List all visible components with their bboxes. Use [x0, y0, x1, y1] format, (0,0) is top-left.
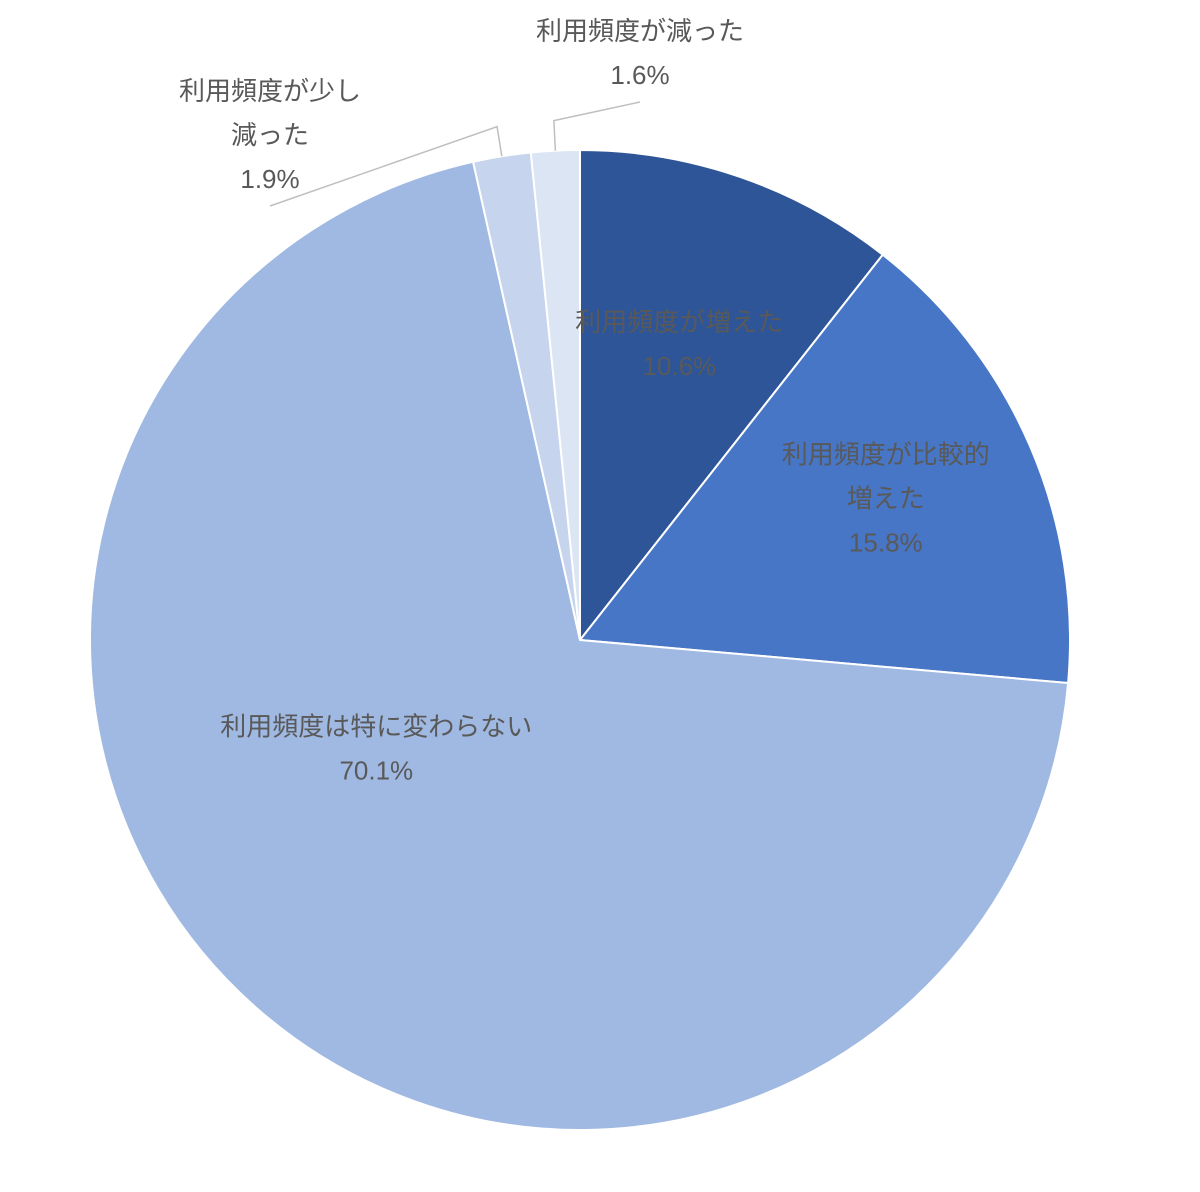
- pie-chart: 利用頻度が増えた10.6%利用頻度が比較的増えた15.8%利用頻度は特に変わらな…: [0, 0, 1200, 1192]
- callout-label-somewhat-decreased: 利用頻度が少し減った1.9%: [179, 76, 361, 194]
- pie-chart-svg: 利用頻度が増えた10.6%利用頻度が比較的増えた15.8%利用頻度は特に変わらな…: [0, 0, 1200, 1192]
- callout-label-decreased: 利用頻度が減った1.6%: [536, 16, 744, 90]
- leader-line-decreased: [554, 102, 640, 151]
